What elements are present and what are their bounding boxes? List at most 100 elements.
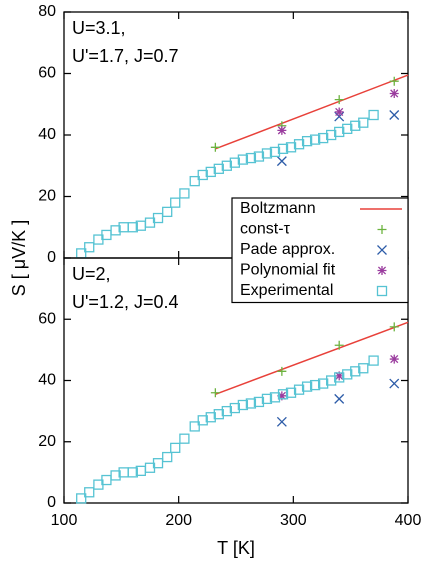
point (285, 142, 297, 153)
point (84, 242, 95, 253)
point (261, 148, 273, 159)
point (152, 212, 164, 224)
point (162, 451, 173, 463)
y-tick-label: 60 (38, 310, 56, 327)
point (358, 363, 369, 374)
point (210, 388, 220, 398)
point (205, 412, 216, 423)
annotation: U'=1.2, J=0.4 (72, 292, 179, 312)
point (276, 416, 287, 427)
point (237, 399, 249, 411)
x-tick-label: 400 (395, 512, 422, 529)
point (237, 154, 249, 165)
point (197, 415, 208, 426)
point (229, 402, 241, 414)
point (293, 139, 305, 150)
point (277, 143, 289, 154)
x-tick-label: 200 (165, 512, 192, 529)
point (245, 398, 257, 409)
point (309, 379, 321, 391)
legend-label: const-τ (240, 221, 291, 238)
legend-swatch (377, 266, 387, 275)
point (309, 134, 321, 145)
point (358, 117, 369, 128)
y-tick-label: 80 (38, 3, 56, 20)
point (127, 467, 138, 478)
legend-label: Boltzmann (240, 200, 316, 217)
point (389, 88, 399, 98)
point (84, 487, 95, 498)
point (334, 107, 344, 117)
legend-swatch (377, 245, 387, 255)
point (350, 366, 361, 377)
point (110, 470, 121, 481)
legend-swatch (377, 225, 387, 234)
point (197, 169, 208, 181)
y-tick-label: 0 (47, 249, 56, 266)
point (213, 163, 224, 174)
point (76, 493, 87, 504)
point (269, 392, 281, 403)
point (334, 111, 345, 122)
line (215, 321, 409, 395)
point (152, 458, 164, 469)
point (326, 129, 337, 141)
point (179, 433, 190, 444)
y-tick-label: 60 (38, 65, 56, 82)
point (213, 409, 224, 420)
point (170, 197, 181, 208)
point (389, 322, 399, 332)
y-tick-label: 40 (38, 372, 56, 389)
point (389, 76, 399, 86)
point (342, 123, 353, 134)
y-tick-label: 40 (38, 126, 56, 143)
y-tick-label: 20 (38, 433, 56, 450)
point (293, 384, 305, 395)
y-tick-label: 20 (38, 188, 56, 205)
point (253, 151, 265, 162)
legend-label: Pade approx. (240, 241, 335, 258)
legend-label: Polynomial fit (240, 262, 336, 279)
point (170, 442, 181, 454)
point (285, 387, 297, 398)
point (389, 110, 400, 120)
point (368, 355, 379, 366)
y-tick-label: 0 (47, 494, 56, 511)
point (334, 95, 344, 105)
point (334, 371, 344, 381)
point (368, 109, 379, 121)
y-axis-label: S [ μV/K ] (9, 220, 29, 296)
point (210, 142, 220, 152)
point (162, 206, 173, 218)
point (317, 378, 329, 389)
point (301, 135, 313, 147)
point (334, 340, 344, 350)
legend-box (231, 197, 409, 304)
annotation: U'=1.7, J=0.7 (72, 46, 179, 66)
point (261, 393, 273, 405)
point (277, 391, 287, 401)
point (389, 378, 400, 389)
point (334, 372, 345, 383)
point (189, 175, 200, 187)
annotation: U=2, (72, 264, 111, 284)
point (342, 369, 353, 380)
point (110, 225, 121, 236)
point (205, 166, 216, 178)
point (179, 188, 190, 199)
point (389, 354, 399, 364)
point (189, 421, 200, 432)
point (277, 366, 287, 376)
legend-label: Experimental (240, 282, 333, 299)
x-tick-label: 300 (280, 512, 307, 529)
point (334, 393, 345, 404)
point (277, 125, 287, 135)
point (245, 152, 257, 164)
legend-swatch (376, 285, 388, 297)
point (277, 389, 289, 400)
point (229, 157, 241, 168)
point (253, 396, 265, 408)
point (127, 222, 138, 233)
x-tick-label: 100 (51, 512, 78, 529)
